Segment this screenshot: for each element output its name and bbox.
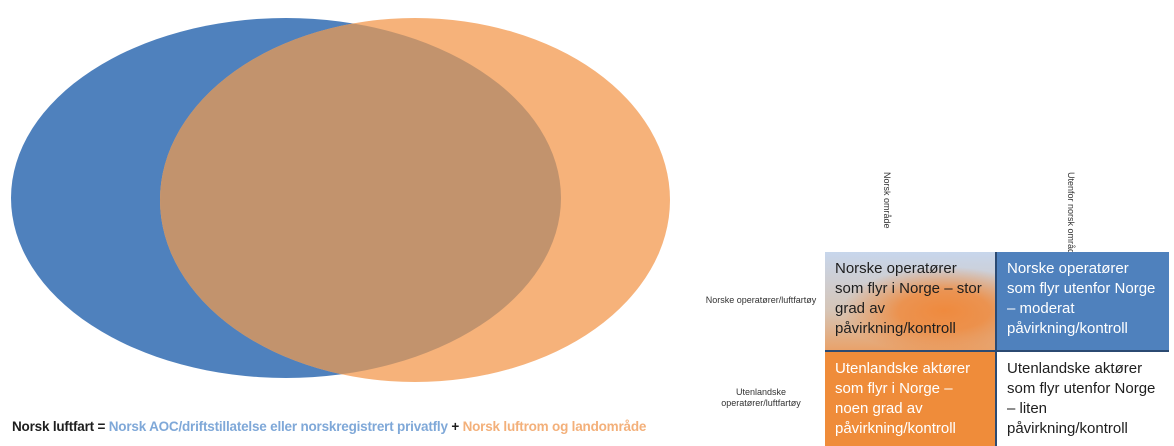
row-header-norske-operatorer: Norske operatører/luftfartøy (705, 295, 817, 305)
column-header-utenfor-norsk-omrade: Utenfor norsk område (1066, 172, 1076, 260)
caption-part-norsk-luftrom: Norsk luftrom og landområde (462, 419, 647, 434)
matrix-horizontal-divider (825, 350, 1169, 352)
caption-prefix: Norsk luftfart = (12, 419, 109, 434)
caption-part-norsk-aoc: Norsk AOC/driftstillatelse eller norskre… (108, 419, 448, 434)
matrix-cell-utenlandske-utenfor-norge: Utenlandske aktører som flyr utenfor Nor… (997, 352, 1169, 446)
matrix-cell-utenlandske-i-norge: Utenlandske aktører som flyr i Norge – n… (825, 352, 995, 446)
venn-diagram (11, 18, 670, 382)
column-header-norsk-omrade: Norsk område (882, 172, 892, 229)
caption-plus: + (447, 419, 463, 434)
matrix-vertical-divider (995, 252, 997, 446)
venn-caption: Norsk luftfart = Norsk AOC/driftstillate… (12, 419, 646, 434)
matrix-cell-norske-utenfor-norge: Norske operatører som flyr utenfor Norge… (997, 252, 1169, 350)
row-header-utenlandske-operatorer: Utenlandske operatører/luftfartøy (721, 387, 801, 408)
matrix-cell-norske-i-norge: Norske operatører som flyr i Norge – sto… (825, 252, 995, 350)
